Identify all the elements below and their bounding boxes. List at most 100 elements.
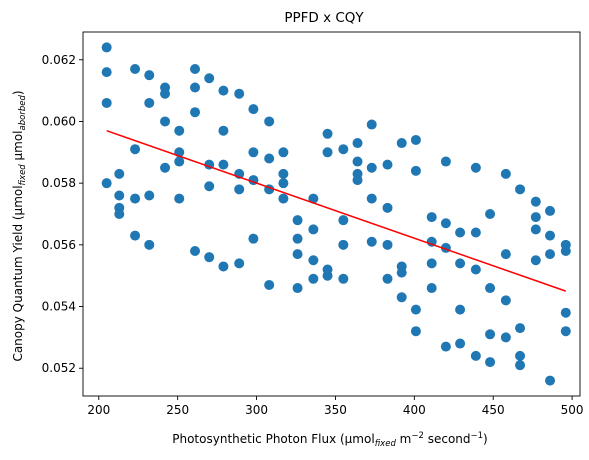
data-point-65 xyxy=(338,215,349,226)
data-point-116 xyxy=(530,196,541,207)
data-point-83 xyxy=(396,292,407,303)
data-point-115 xyxy=(515,360,526,371)
y-tick-label-0: 0.052 xyxy=(42,361,76,375)
x-tick-label-3: 350 xyxy=(324,403,347,417)
data-point-112 xyxy=(515,184,526,195)
x-tick-label-4: 400 xyxy=(403,403,426,417)
data-point-108 xyxy=(500,168,511,179)
data-point-17 xyxy=(160,88,171,99)
trend-line-group xyxy=(106,130,567,292)
data-point-99 xyxy=(455,338,466,349)
data-point-95 xyxy=(440,341,451,352)
data-point-39 xyxy=(234,258,245,269)
x-tick-label-1: 250 xyxy=(166,403,189,417)
data-point-90 xyxy=(426,258,437,269)
data-point-75 xyxy=(366,236,377,247)
data-point-20 xyxy=(174,125,185,136)
axis-title-part-0: Photosynthetic Photon Flux (µmol xyxy=(172,432,374,446)
data-point-24 xyxy=(190,64,201,75)
axis-title-part-6: ) xyxy=(483,432,488,446)
axis-title-part-5: −1 xyxy=(471,431,484,441)
data-point-104 xyxy=(485,209,496,219)
y-tick-label-3: 0.058 xyxy=(42,176,76,190)
data-point-5 xyxy=(114,190,125,201)
data-point-2 xyxy=(101,97,112,108)
data-point-82 xyxy=(396,267,407,278)
data-point-33 xyxy=(218,125,229,136)
data-point-9 xyxy=(130,144,141,155)
x-tick-label-2: 300 xyxy=(245,403,268,417)
data-point-35 xyxy=(218,261,229,272)
data-point-49 xyxy=(278,168,289,179)
data-point-14 xyxy=(144,190,155,201)
data-point-28 xyxy=(204,73,215,84)
data-point-23 xyxy=(174,193,185,204)
data-point-66 xyxy=(338,239,349,250)
plot-frame xyxy=(82,31,581,397)
data-point-88 xyxy=(426,212,437,223)
data-point-22 xyxy=(174,156,185,167)
data-point-76 xyxy=(382,159,393,170)
data-point-32 xyxy=(218,85,229,96)
y-tick-label-2: 0.056 xyxy=(42,238,76,252)
data-point-122 xyxy=(545,249,556,260)
axis-title-part-1: fixed xyxy=(375,439,397,449)
data-point-26 xyxy=(190,107,201,118)
axis-title-part-1: fixed xyxy=(18,164,28,186)
axis-title-part-3: aborbed xyxy=(18,95,28,131)
data-point-57 xyxy=(308,224,319,235)
data-point-4 xyxy=(114,168,125,179)
data-point-13 xyxy=(144,97,155,108)
data-point-30 xyxy=(204,181,215,192)
data-point-96 xyxy=(455,227,466,238)
data-point-12 xyxy=(144,70,155,81)
trend-line xyxy=(106,130,567,292)
data-point-3 xyxy=(101,178,112,189)
axis-title-part-2: µmol xyxy=(11,130,25,164)
data-point-63 xyxy=(322,270,333,281)
data-point-103 xyxy=(470,350,481,361)
data-point-86 xyxy=(410,304,421,315)
data-point-71 xyxy=(352,175,363,186)
data-point-87 xyxy=(410,326,421,337)
y-axis-title: Canopy Quantum Yield (µmolfixed µmolabor… xyxy=(11,90,28,361)
data-point-7 xyxy=(114,209,125,219)
data-point-15 xyxy=(144,239,155,250)
data-point-51 xyxy=(278,193,289,204)
data-point-117 xyxy=(530,212,541,223)
data-point-69 xyxy=(352,156,363,167)
data-point-77 xyxy=(382,202,393,213)
data-point-121 xyxy=(545,230,556,241)
data-point-56 xyxy=(308,193,319,204)
data-point-74 xyxy=(366,193,377,204)
data-point-98 xyxy=(455,304,466,315)
data-point-58 xyxy=(308,255,319,266)
data-point-36 xyxy=(234,88,245,99)
data-point-8 xyxy=(130,64,141,75)
data-point-52 xyxy=(292,215,303,226)
data-point-91 xyxy=(426,283,437,294)
data-point-34 xyxy=(218,159,229,170)
data-point-120 xyxy=(545,205,556,216)
x-axis-ticks: 200 250 300 350 400 450 500 xyxy=(87,396,584,417)
data-point-61 xyxy=(322,147,333,158)
data-point-48 xyxy=(278,147,289,158)
y-tick-label-1: 0.054 xyxy=(42,300,76,314)
data-point-79 xyxy=(382,273,393,284)
data-point-1 xyxy=(101,67,112,78)
data-point-25 xyxy=(190,82,201,93)
data-point-72 xyxy=(366,119,377,130)
data-point-68 xyxy=(352,138,363,149)
data-point-97 xyxy=(455,258,466,269)
data-point-73 xyxy=(366,162,377,173)
data-point-44 xyxy=(264,116,275,127)
data-point-109 xyxy=(500,249,511,260)
axis-title-part-0: Canopy Quantum Yield (µmol xyxy=(11,185,25,361)
y-tick-label-5: 0.062 xyxy=(42,53,76,67)
data-point-127 xyxy=(560,326,571,337)
data-point-43 xyxy=(248,233,259,244)
y-tick-label-4: 0.060 xyxy=(42,114,76,128)
data-point-126 xyxy=(560,307,571,318)
data-point-106 xyxy=(485,329,496,340)
data-point-45 xyxy=(264,153,275,164)
